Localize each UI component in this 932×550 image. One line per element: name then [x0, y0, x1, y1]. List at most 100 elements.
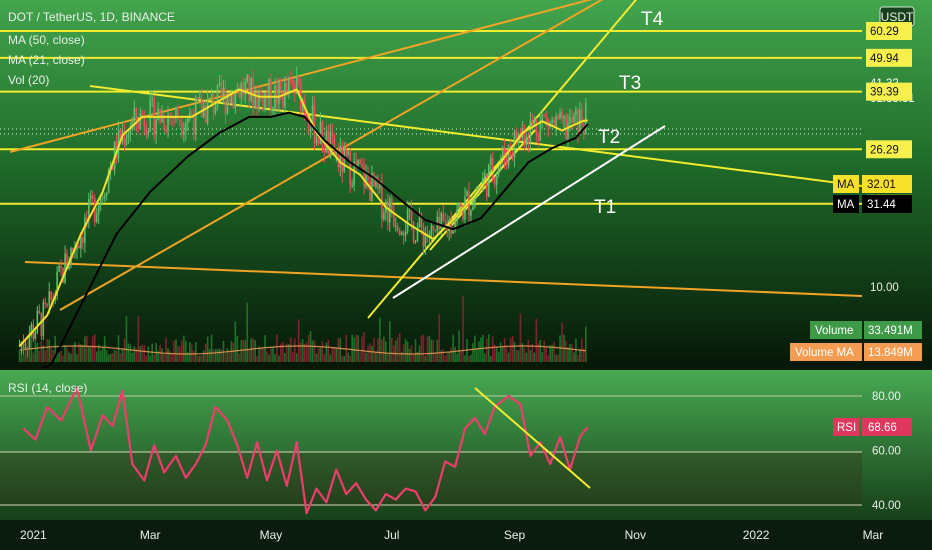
rsi-axis[interactable]: 80.00 60.00 40.00 RSI 68.66	[833, 391, 912, 512]
volume-bar	[325, 342, 328, 362]
candle-body	[181, 122, 183, 135]
candle-body	[149, 99, 151, 131]
price-tick-10-00[interactable]: 10.00	[870, 282, 899, 294]
candle-body	[569, 117, 571, 123]
volume-bar	[250, 338, 252, 362]
volume-bar	[236, 335, 239, 362]
volume-bar	[190, 344, 193, 362]
volume-bar	[171, 353, 173, 362]
volume-bar	[194, 342, 197, 362]
candle-body	[90, 195, 92, 199]
volume-bar	[436, 339, 439, 362]
rsi-title[interactable]: RSI (14, close)	[8, 381, 87, 395]
volume-bar	[169, 350, 171, 362]
volume-bar	[503, 338, 506, 362]
volume-bar	[486, 338, 488, 362]
volume-bar	[525, 352, 528, 362]
price-tag-26-29-text: 26.29	[870, 144, 899, 156]
candle-body	[145, 126, 148, 136]
candle-body	[204, 105, 207, 123]
price-tag-39-39[interactable]: 39.39	[866, 82, 912, 101]
candle-body	[301, 100, 304, 112]
candle-body	[442, 213, 445, 221]
volume-bar	[501, 346, 504, 362]
volume-bar	[511, 336, 514, 362]
volume-bar	[335, 348, 338, 362]
candle-body	[270, 78, 272, 111]
price-tag-49-94-text: 49.94	[870, 53, 899, 65]
price-tag-49-94[interactable]: 49.94	[866, 48, 912, 67]
volume-bar	[438, 314, 441, 362]
volume-bar	[491, 336, 494, 362]
candle-body	[379, 181, 381, 189]
candle-body	[571, 117, 573, 124]
ma-tag-0[interactable]: MA 32.01	[833, 175, 912, 193]
candle-body	[357, 159, 359, 168]
volume-bar	[183, 335, 185, 362]
volume-bar	[583, 348, 585, 362]
candle-body	[563, 116, 565, 119]
volume-bar	[529, 349, 532, 362]
volume-bar	[141, 344, 144, 362]
candle-body	[491, 157, 494, 178]
volume-bar	[97, 344, 100, 362]
candle-body	[192, 117, 195, 134]
candle-body	[224, 87, 227, 114]
volume-bar	[527, 339, 530, 362]
volume-bar	[539, 340, 542, 362]
candle-body	[412, 222, 415, 242]
volume-bar	[456, 353, 458, 362]
candle-body	[288, 79, 290, 92]
volume-bar	[240, 340, 243, 362]
candle-body	[487, 164, 490, 197]
volume-bar	[349, 355, 351, 362]
indicator-volume-label[interactable]: Vol (20)	[8, 73, 49, 87]
candle-body	[410, 206, 413, 223]
candle-body	[238, 89, 241, 98]
volume-bar	[161, 348, 163, 362]
volume-tag-0[interactable]: Volume 33.491M	[810, 321, 922, 339]
indicator-ma21-label[interactable]: MA (21, close)	[8, 53, 85, 67]
price-tag-60-29[interactable]: 60.29	[866, 22, 912, 40]
candle-body	[470, 210, 472, 216]
volume-bar	[313, 340, 316, 362]
candle-body	[448, 219, 450, 232]
volume-bar	[187, 352, 189, 362]
candle-body	[398, 231, 401, 235]
candle-body	[486, 173, 488, 197]
price-tag-26-29[interactable]: 26.29	[866, 140, 912, 159]
indicator-ma50-label[interactable]: MA (50, close)	[8, 33, 85, 47]
currency-button[interactable]: USDT	[879, 6, 915, 27]
candle-body	[101, 197, 104, 199]
volume-bar	[379, 317, 381, 362]
time-axis[interactable]: 2021 Mar May Jul Sep Nov 2022 Mar	[20, 528, 883, 542]
volume-bar	[200, 355, 203, 362]
volume-bar	[50, 348, 52, 362]
volume-tag-label: Volume	[815, 325, 853, 337]
volume-bar	[147, 346, 150, 362]
volume-bar	[268, 354, 270, 362]
candle-body	[345, 148, 348, 155]
volume-bar	[282, 341, 284, 362]
candle-body	[208, 97, 211, 99]
volume-tag-1[interactable]: Volume MA 13.849M	[790, 343, 922, 361]
volume-bar	[198, 355, 201, 362]
candle-body	[315, 137, 318, 144]
candle-body	[452, 230, 454, 234]
volume-bar	[339, 338, 342, 362]
rsi-value-tag[interactable]: RSI 68.66	[833, 417, 912, 436]
candle-body	[133, 107, 136, 121]
candle-body	[319, 121, 322, 145]
candle-body	[276, 86, 278, 104]
candle-body	[373, 173, 375, 187]
price-axis[interactable]: 60.2949.9441.3201:35:3139.3926.2917.9310…	[790, 22, 922, 361]
volume-bar	[189, 342, 191, 362]
ma-tag-1[interactable]: MA 31.44	[833, 195, 912, 213]
volume-bar	[297, 319, 300, 362]
volume-bar	[559, 335, 561, 362]
candle-body	[523, 128, 526, 146]
volume-bar	[327, 339, 330, 362]
symbol-title[interactable]: DOT / TetherUS, 1D, BINANCE	[8, 10, 175, 24]
volume-bar	[347, 352, 349, 362]
